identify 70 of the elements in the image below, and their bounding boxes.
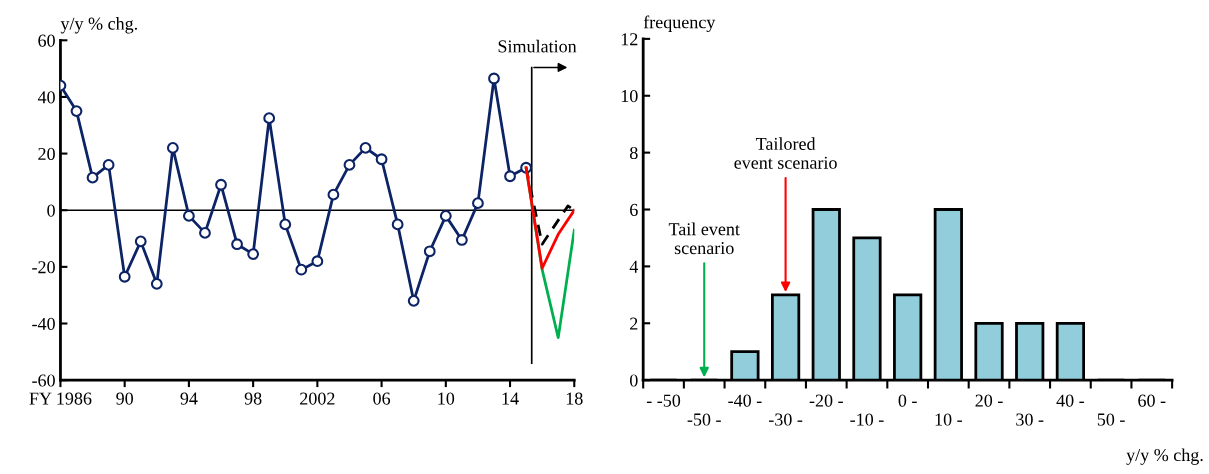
point [375, 153, 388, 166]
point [134, 235, 147, 248]
y-tick-label: 0 [629, 374, 638, 387]
y-tick-label: 8 [629, 146, 638, 160]
point [359, 142, 372, 154]
y-tick-label: -20 [32, 261, 55, 274]
x-tick-label: 90 [116, 392, 134, 405]
x-tick-label: 14 [502, 392, 519, 405]
x-tick-label: -50 - [687, 413, 721, 426]
x-tick-label: - -50 [646, 394, 681, 407]
y-axis-title: frequency [643, 15, 716, 33]
point [504, 170, 516, 183]
point [391, 218, 404, 231]
point [247, 248, 260, 261]
y-tick-label: 40 [37, 91, 55, 104]
x-tick-label: -20 - [809, 394, 843, 407]
point [407, 294, 420, 307]
point [279, 218, 292, 231]
point [327, 188, 340, 201]
point [439, 209, 452, 222]
x-tick-label: 30 - [1016, 413, 1044, 426]
y-tick-label: 60 [38, 34, 55, 47]
annotation: Tail event scenario [668, 222, 740, 255]
x-tick-label: 10 [438, 392, 455, 405]
x-tick-label: 20 - [975, 394, 1003, 407]
point [166, 142, 179, 154]
point [472, 197, 484, 210]
point [183, 209, 195, 222]
y-tick-label: 4 [629, 260, 639, 273]
x-axis-title: y/y % chg. [1126, 448, 1203, 465]
x-tick-label: 40 - [1056, 394, 1085, 407]
point [102, 159, 115, 171]
point [215, 178, 227, 191]
x-tick-label: 98 [244, 392, 262, 405]
x-tick-label: 06 [373, 392, 391, 405]
point [70, 105, 83, 117]
y-tick-label: 20 [38, 147, 55, 161]
x-tick-label: 94 [180, 392, 198, 405]
point [343, 159, 356, 171]
y-tick-label: 2 [630, 317, 638, 330]
y-tick-label: 0 [47, 204, 55, 217]
x-tick-label: 0 - [898, 394, 917, 407]
point [231, 238, 243, 251]
y-tick-label: 10 [621, 90, 638, 103]
x-tick-label: 50 - [1097, 413, 1125, 426]
x-tick-label: 2002 [300, 392, 335, 405]
x-tick-label: FY 1986 [29, 392, 92, 405]
point [295, 263, 308, 276]
point [455, 234, 468, 246]
y-tick-label: 6 [630, 203, 638, 216]
x-tick-label: 10 - [935, 413, 962, 426]
y-tick-label: -40 [32, 317, 55, 330]
y-tick-label: -60 [32, 374, 55, 387]
point [118, 270, 131, 283]
x-tick-label: -40 - [728, 394, 762, 407]
ref-line-label: Simulation [498, 39, 577, 53]
point [86, 171, 99, 184]
y-axis-title: y/y % chg. [60, 17, 137, 34]
annotation: Tailored event scenario [734, 137, 837, 169]
point [199, 226, 211, 239]
x-tick-label: 60 - [1138, 394, 1166, 407]
x-tick-label: -10 - [850, 413, 884, 426]
y-tick-label: 12 [621, 33, 638, 46]
point [488, 72, 500, 85]
x-tick-label: 18 [566, 392, 583, 405]
point [311, 255, 324, 268]
point [263, 112, 276, 125]
point [150, 277, 163, 290]
point [423, 245, 436, 258]
x-tick-label: -30 - [768, 413, 803, 426]
